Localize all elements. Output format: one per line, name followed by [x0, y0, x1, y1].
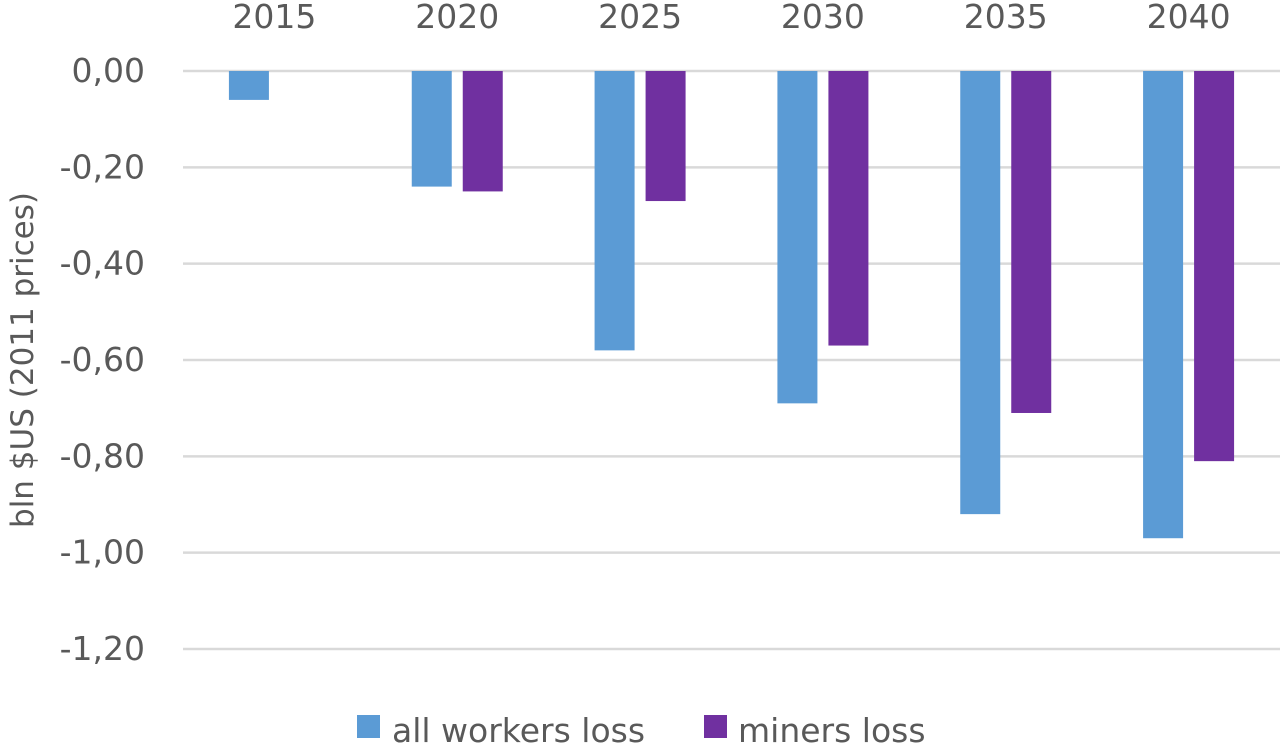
x-tick-label: 2035 [964, 0, 1048, 36]
y-axis-ticks: 0,00 -0,20 -0,40 -0,60 -0,80 -1,00 -1,20 [60, 51, 145, 668]
bar-all-workers-2040 [1143, 71, 1184, 539]
legend-label-miners: miners loss [738, 711, 926, 744]
legend: all workers loss miners loss [357, 711, 926, 744]
y-tick-label: -0,40 [60, 244, 145, 283]
y-tick-label: -0,60 [60, 340, 145, 379]
y-axis-title: bln $US (2011 prices) [5, 192, 41, 528]
x-tick-label: 2030 [781, 0, 865, 36]
legend-swatch-all-workers [357, 715, 380, 738]
bars [228, 71, 1235, 539]
bar-all-workers-2025 [594, 71, 635, 351]
y-tick-label: -1,00 [60, 533, 145, 572]
bar-miners-2020 [462, 71, 503, 192]
bar-all-workers-2035 [960, 71, 1001, 515]
y-tick-label: -0,20 [60, 147, 145, 186]
bar-miners-2035 [1011, 71, 1052, 413]
y-tick-label: -0,80 [60, 436, 145, 475]
x-tick-label: 2025 [598, 0, 682, 36]
x-tick-label: 2015 [232, 0, 316, 36]
bar-all-workers-2030 [777, 71, 818, 404]
bar-miners-2040 [1194, 71, 1235, 462]
y-tick-label: 0,00 [72, 51, 145, 90]
bar-miners-2025 [645, 71, 686, 202]
bar-miners-2030 [828, 71, 869, 346]
y-tick-label: -1,20 [60, 629, 145, 668]
x-axis-ticks: 2015 2020 2025 2030 2035 2040 [232, 0, 1230, 36]
legend-label-all-workers: all workers loss [392, 711, 645, 744]
legend-swatch-miners [704, 715, 727, 738]
bar-all-workers-2015 [228, 71, 269, 100]
x-tick-label: 2020 [415, 0, 499, 36]
x-tick-label: 2040 [1147, 0, 1231, 36]
gridlines [183, 69, 1280, 651]
bar-all-workers-2020 [411, 71, 452, 187]
